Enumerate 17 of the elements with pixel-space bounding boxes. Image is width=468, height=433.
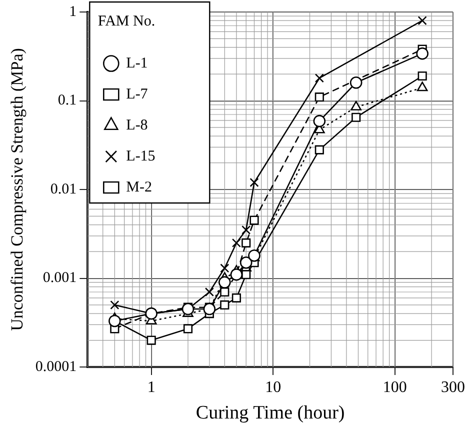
y-tick-label: 1	[69, 4, 77, 20]
y-tick-label: 0.0001	[35, 358, 77, 375]
x-tick-label: 10	[265, 378, 282, 396]
x-tick-label: 1	[147, 378, 156, 396]
y-tick-label: 0.1	[58, 92, 77, 109]
y-tick-label: 0.001	[42, 270, 77, 286]
x-tick-label: 100	[382, 378, 407, 396]
y-axis-title: Unconfined Compressive Strength (MPa)	[8, 48, 27, 331]
legend-title: FAM No.	[98, 13, 156, 30]
legend-label: L-1	[126, 55, 148, 72]
x-axis-title: Curing Time (hour)	[196, 402, 345, 424]
legend-label: L-15	[126, 148, 156, 164]
legend-label: L-7	[126, 86, 148, 102]
x-tick-label: 300	[441, 378, 465, 396]
y-tick-label: 0.01	[50, 181, 77, 198]
legend-label: M-2	[126, 179, 152, 196]
legend-label: L-8	[126, 117, 148, 134]
